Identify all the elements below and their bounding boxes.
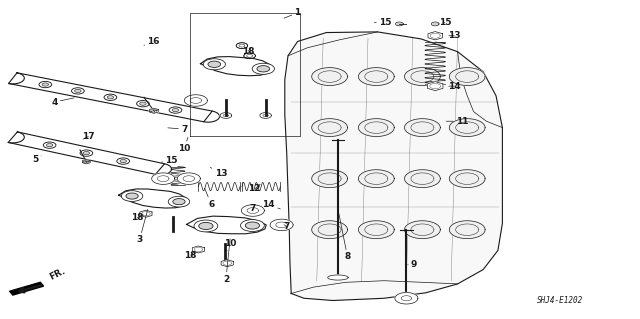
Text: 7: 7	[168, 125, 188, 134]
Text: 18: 18	[184, 251, 197, 260]
Circle shape	[203, 59, 225, 70]
Polygon shape	[236, 43, 248, 48]
Circle shape	[241, 219, 264, 232]
Circle shape	[122, 191, 143, 201]
Text: 18: 18	[242, 47, 255, 56]
Circle shape	[136, 100, 149, 107]
Text: 15: 15	[374, 18, 392, 27]
Circle shape	[194, 220, 218, 232]
Polygon shape	[186, 216, 266, 234]
Text: SHJ4-E1202: SHJ4-E1202	[537, 296, 583, 305]
Polygon shape	[152, 173, 175, 184]
Circle shape	[80, 150, 93, 156]
Circle shape	[44, 142, 56, 148]
Text: 16: 16	[144, 37, 160, 46]
Circle shape	[126, 193, 138, 199]
Text: 18: 18	[131, 213, 144, 222]
Polygon shape	[184, 95, 207, 106]
Text: 10: 10	[224, 239, 237, 250]
Polygon shape	[358, 170, 394, 188]
Text: 2: 2	[223, 239, 230, 284]
Polygon shape	[312, 221, 348, 239]
Polygon shape	[10, 282, 44, 295]
Text: 14: 14	[448, 82, 461, 91]
Text: 13: 13	[448, 31, 461, 40]
Polygon shape	[192, 246, 205, 253]
Polygon shape	[8, 73, 212, 122]
Circle shape	[120, 160, 127, 163]
Circle shape	[75, 89, 81, 93]
Polygon shape	[177, 173, 200, 184]
Polygon shape	[449, 68, 485, 85]
Polygon shape	[149, 108, 158, 113]
Polygon shape	[358, 221, 394, 239]
Text: 11: 11	[446, 117, 468, 126]
Circle shape	[140, 102, 146, 105]
Text: 5: 5	[32, 155, 41, 164]
Text: 13: 13	[211, 167, 227, 178]
Circle shape	[168, 196, 189, 207]
Polygon shape	[285, 32, 502, 300]
Polygon shape	[220, 113, 232, 118]
Circle shape	[252, 63, 275, 74]
Polygon shape	[241, 205, 264, 216]
Text: 10: 10	[178, 137, 191, 153]
Circle shape	[245, 222, 260, 229]
Polygon shape	[140, 210, 152, 217]
Text: 14: 14	[262, 200, 280, 209]
Circle shape	[107, 96, 114, 99]
Circle shape	[169, 107, 182, 113]
Polygon shape	[244, 53, 255, 59]
Circle shape	[42, 83, 49, 86]
Circle shape	[83, 152, 90, 155]
Polygon shape	[395, 293, 418, 304]
Circle shape	[173, 199, 185, 205]
Circle shape	[72, 88, 84, 94]
Polygon shape	[83, 160, 90, 164]
Circle shape	[257, 66, 269, 72]
Polygon shape	[312, 119, 348, 137]
Polygon shape	[428, 82, 443, 91]
Polygon shape	[428, 32, 442, 40]
Circle shape	[172, 108, 179, 112]
Circle shape	[208, 61, 221, 67]
Text: 7: 7	[284, 222, 290, 231]
Text: 12: 12	[248, 184, 261, 193]
Polygon shape	[221, 260, 234, 267]
Polygon shape	[404, 68, 440, 85]
Circle shape	[46, 144, 53, 147]
Polygon shape	[404, 221, 440, 239]
Polygon shape	[200, 56, 273, 76]
Text: FR.: FR.	[48, 266, 67, 281]
Circle shape	[117, 158, 129, 164]
Text: 8: 8	[339, 212, 351, 261]
Text: 4: 4	[51, 98, 74, 107]
Text: 9: 9	[408, 260, 417, 269]
Polygon shape	[358, 119, 394, 137]
Polygon shape	[449, 119, 485, 137]
Polygon shape	[260, 113, 271, 118]
Circle shape	[39, 81, 52, 88]
Polygon shape	[404, 119, 440, 137]
Text: 1: 1	[284, 8, 301, 18]
Polygon shape	[449, 170, 485, 188]
Polygon shape	[312, 170, 348, 188]
Polygon shape	[449, 221, 485, 239]
Circle shape	[104, 94, 116, 100]
Polygon shape	[358, 68, 394, 85]
Text: 15: 15	[438, 18, 451, 27]
Polygon shape	[328, 275, 348, 280]
Circle shape	[199, 222, 213, 230]
Text: 3: 3	[136, 209, 148, 244]
Text: 17: 17	[82, 132, 95, 141]
Polygon shape	[404, 170, 440, 188]
Text: 15: 15	[161, 156, 178, 165]
Text: 6: 6	[205, 188, 214, 209]
Polygon shape	[270, 219, 293, 231]
Polygon shape	[8, 132, 164, 174]
Text: 7: 7	[250, 204, 256, 213]
Polygon shape	[119, 189, 189, 208]
Polygon shape	[312, 68, 348, 85]
